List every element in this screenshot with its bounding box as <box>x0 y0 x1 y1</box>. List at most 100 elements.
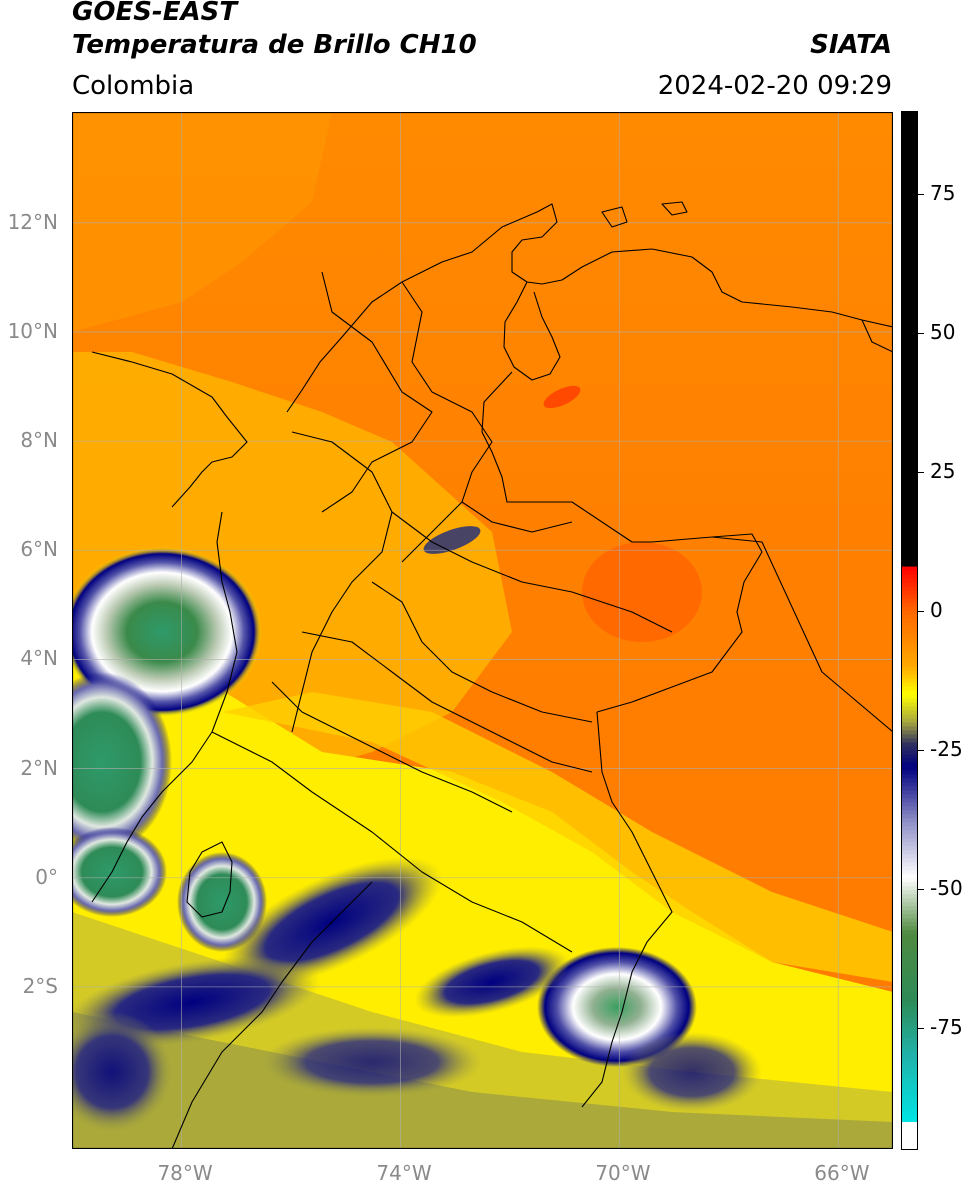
colorbar-segment <box>901 810 918 815</box>
colorbar-segment <box>901 1050 918 1055</box>
colorbar-segment <box>901 262 918 268</box>
colorbar-segment <box>901 1110 918 1115</box>
cloud-band-6 <box>72 1012 172 1132</box>
colorbar-segment <box>901 938 918 943</box>
cloud-cold-nw <box>72 547 262 717</box>
colorbar-segment <box>901 1010 918 1015</box>
colorbar-segment <box>901 998 918 1003</box>
colorbar-segment <box>901 498 918 504</box>
colorbar-segment <box>901 111 918 116</box>
colorbar-segment <box>901 942 918 947</box>
colorbar-segment <box>901 362 918 368</box>
colorbar-tick-mark <box>918 472 924 474</box>
colorbar-segment <box>901 1082 918 1087</box>
lon-tick-label: 66°W <box>814 1161 870 1185</box>
colorbar-segment <box>901 598 918 604</box>
colorbar-segment <box>901 946 918 951</box>
colorbar-segment <box>901 830 918 835</box>
colorbar-segment <box>901 1094 918 1099</box>
lat-tick-label: 0° <box>35 864 58 889</box>
colorbar-segment <box>901 826 918 831</box>
colorbar-segment <box>901 438 918 444</box>
colorbar-segment <box>901 222 918 228</box>
colorbar-segment <box>901 1078 918 1083</box>
island-north-2 <box>661 201 688 216</box>
colorbar-segment <box>901 770 918 775</box>
peru-border <box>171 881 373 1149</box>
colorbar-segment <box>901 734 918 739</box>
colorbar-segment <box>901 482 918 488</box>
colorbar-tick-mark <box>918 888 924 890</box>
venezuela-east-coast <box>861 319 893 353</box>
colorbar-segment <box>901 202 918 208</box>
colorbar-segment <box>901 1114 918 1119</box>
colorbar-segment <box>901 674 918 680</box>
lat-tick-label: 2°S <box>22 973 58 998</box>
title-source: SIATA <box>810 30 892 60</box>
colorbar-segment <box>901 410 918 416</box>
colorbar-segment <box>901 1090 918 1095</box>
colorbar-segment <box>901 274 918 280</box>
cloud-red-spot-1 <box>543 385 581 409</box>
colorbar-segment <box>901 678 918 684</box>
colorbar-segment <box>901 902 918 907</box>
colorbar-segment <box>901 1022 918 1027</box>
title-product: Temperatura de Brillo CH10 <box>72 30 477 60</box>
dept-borders-7 <box>461 501 573 533</box>
colorbar-segment <box>901 414 918 420</box>
colorbar-tick-mark <box>918 194 924 196</box>
colorbar-segment <box>901 746 918 751</box>
lat-tick-label: 8°N <box>20 428 58 453</box>
datetime-label: 2024-02-20 09:29 <box>657 71 892 101</box>
dept-borders-2 <box>401 281 493 563</box>
lat-tick-label: 4°N <box>20 646 58 671</box>
colorbar-segment <box>901 270 918 276</box>
colorbar-segment <box>901 234 918 240</box>
colorbar-segment <box>901 950 918 955</box>
colorbar-segment <box>901 350 918 356</box>
colorbar-segment <box>901 990 918 995</box>
colorbar-segment <box>901 134 918 140</box>
lon-tick-label: 74°W <box>376 1161 432 1185</box>
colorbar-segment <box>901 446 918 452</box>
colorbar-segment <box>901 550 918 556</box>
colorbar-segment <box>901 538 918 544</box>
colorbar-segment <box>901 382 918 388</box>
colorbar-segment <box>901 250 918 256</box>
colorbar-segment <box>901 666 918 672</box>
colorbar-segment <box>901 198 918 204</box>
colorbar-segment <box>901 170 918 176</box>
colorbar-segment <box>901 546 918 552</box>
brightness-temperature-map[interactable] <box>72 112 893 1149</box>
colorbar-segment <box>901 430 918 436</box>
colorbar-segment <box>901 402 918 408</box>
colorbar-segment <box>901 1146 918 1150</box>
colorbar-segment <box>901 370 918 376</box>
colorbar-segment <box>901 650 918 656</box>
colorbar-segment <box>901 686 918 692</box>
colorbar-segment <box>901 982 918 987</box>
colorbar-segment <box>901 138 918 144</box>
colorbar-segment <box>901 966 918 971</box>
colorbar-tick-label: -25 <box>930 736 963 761</box>
colorbar-segment <box>901 714 918 720</box>
colorbar-segment <box>901 758 918 763</box>
lat-tick-label: 2°N <box>20 755 58 780</box>
colorbar-segment <box>901 814 918 819</box>
colorbar-segment <box>901 606 918 612</box>
colombia-ecuador-border <box>211 731 573 953</box>
colorbar-segment <box>901 214 918 220</box>
colorbar-segment <box>901 958 918 963</box>
colorbar-tick-label: 0 <box>930 598 943 623</box>
colorbar-segment <box>901 794 918 799</box>
colorbar-segment <box>901 614 918 620</box>
colorbar-segment <box>901 658 918 664</box>
colorbar-segment <box>901 490 918 496</box>
colorbar-segment <box>901 462 918 468</box>
colorbar-segment <box>901 310 918 316</box>
cloud-red-spot-2 <box>582 542 702 642</box>
colorbar-segment <box>901 522 918 528</box>
colorbar-segment <box>901 882 918 887</box>
colorbar-segment <box>901 474 918 480</box>
cloud-yellow-transition <box>222 692 893 982</box>
